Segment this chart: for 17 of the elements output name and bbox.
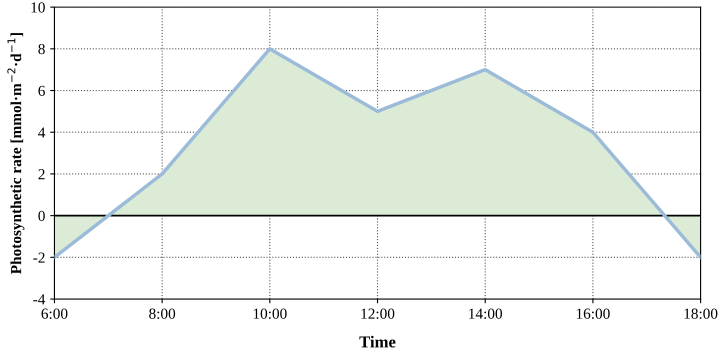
y-tick-label: -2: [33, 252, 45, 263]
y-tick-label: 4: [38, 127, 46, 138]
x-tick-label: 16:00: [576, 308, 610, 319]
y-tick-label: 6: [38, 86, 45, 96]
y-tick-label: 8: [38, 44, 45, 54]
y-tick-label: 0: [38, 210, 45, 222]
x-tick-label: 10:00: [254, 308, 287, 319]
y-tick-label: -4: [33, 294, 46, 304]
y-axis-title: Photosynthetic rate [mmol·m$^{−2}$·d$^{−1}$]: [7, 33, 24, 274]
x-tick-label: 18:00: [684, 308, 718, 319]
x-tick-label: 14:00: [469, 308, 502, 319]
x-axis-title: Time: [359, 336, 396, 348]
y-tick-label: 10: [31, 2, 45, 13]
x-tick-label: 6:00: [42, 308, 68, 319]
y-tick-label: 2: [38, 169, 45, 180]
x-tick-label: 8:00: [149, 308, 176, 319]
x-tick-label: 12:00: [361, 308, 394, 319]
